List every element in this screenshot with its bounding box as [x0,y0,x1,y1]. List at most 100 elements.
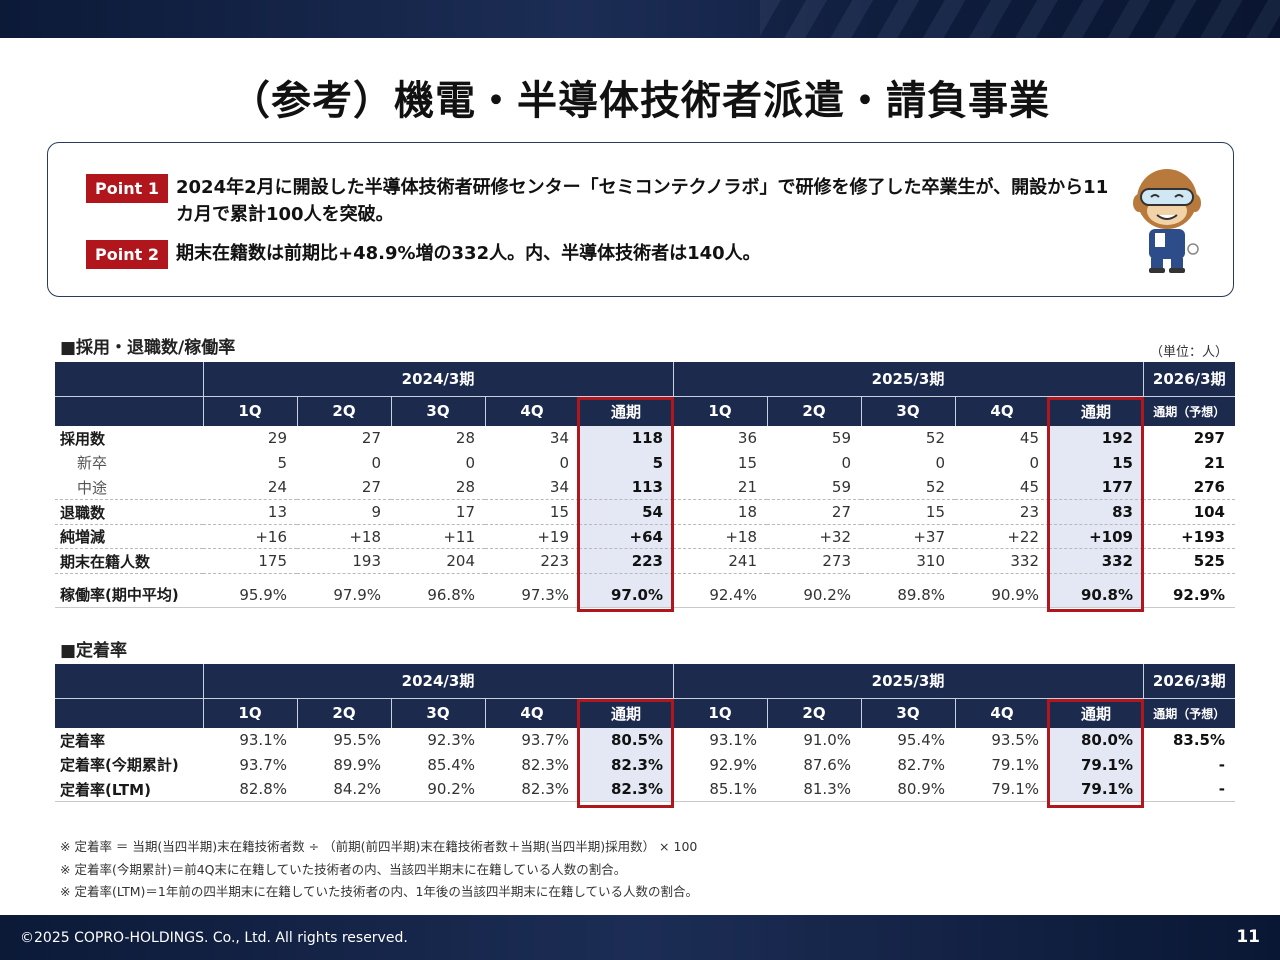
table-cell: 0 [371,453,381,472]
table-cell: 82.8% [203,777,297,803]
points-box: Point 1 2024年2月に開設した半導体技術者研修センター「セミコンテクノ… [47,142,1234,297]
table-cell: 0 [935,453,945,472]
table-cell: +64 [579,524,673,550]
quarter-header: 1Q [202,395,297,426]
table-cell: 27 [297,475,391,501]
table-cell: 80.5% [579,728,673,753]
quarter-header: 2Q [766,395,861,426]
footer-bar: ©2025 COPRO-HOLDINGS. Co., Ltd. All righ… [0,915,1280,960]
table-cell: 0 [559,453,569,472]
table-cell: 82.7% [897,755,945,774]
table-cell: 79.1% [1049,777,1143,803]
row-label: 稼働率(期中平均) [55,582,203,608]
hiring-table: 2024/3期 2025/3期 2026/3期 1Q 2Q 3Q 4Q 通期 1… [55,362,1235,608]
point-2-tag: Point 2 [86,240,168,269]
table-cell: 297 [1193,429,1225,448]
table-cell: 52 [925,429,945,448]
table-cell: 29 [267,429,287,448]
table-cell: 113 [579,475,673,501]
quarter-header: 3Q [390,395,485,426]
table-cell: 24 [203,475,297,501]
point-1: Point 1 2024年2月に開設した半導体技術者研修センター「セミコンテクノ… [86,174,1126,228]
corner-cell [55,362,203,396]
forecast-header: 通期（予想） [1142,395,1235,426]
forecast-header: 通期（予想） [1142,697,1235,728]
table-cell: 192 [1049,426,1143,451]
table-cell: 15 [861,499,955,525]
table-cell: 15 [485,499,579,525]
quarter-header: 2Q [296,697,391,728]
table-cell: 95.9% [203,582,297,608]
table-cell: 54 [579,499,673,525]
table-row: 退職数 13 9 17 15 54 18 27 15 23 83 104 [55,499,1235,525]
table-cell: 0 [1029,453,1039,472]
quarter-header: 3Q [390,697,485,728]
table-cell: 97.9% [297,582,391,608]
quarter-header: 4Q [954,395,1049,426]
table-cell: 59 [767,475,861,501]
page-title: （参考）機電・半導体技術者派遣・請負事業 [230,78,1050,124]
table-cell: 82.3% [579,752,673,778]
table-row: 中途 24 27 28 34 113 21 59 52 45 177 276 [55,475,1235,501]
corner-cell [55,664,203,698]
table-cell: 273 [767,548,861,575]
footnote: ※ 定着率(LTM)＝1年前の四半期末に在籍していた技術者の内、1年後の当該四半… [60,884,699,899]
table-cell: +18 [297,524,391,550]
quarter-header: 2Q [296,395,391,426]
table-cell: 93.7% [239,755,287,774]
table-cell: 104 [1143,499,1235,525]
quarter-header: 通期 [1048,395,1143,426]
table-cell: 21 [673,475,767,501]
table-cell: 23 [955,499,1049,525]
table-row: 純増減 +16 +18 +11 +19 +64 +18 +32 +37 +22 +109 +193 [55,524,1235,550]
top-banner [0,0,1280,38]
table-cell: 28 [455,429,475,448]
table-cell: 27 [361,429,381,448]
table-cell: 204 [391,548,485,575]
footnote: ※ 定着率 ＝ 当期(当四半期)末在籍技術者数 ÷ （前期(前四半期)末在籍技術… [60,839,698,854]
section1-label: ■採用・退職数/稼働率 [60,338,236,358]
table-cell: 82.3% [485,777,579,803]
table-cell: 223 [485,548,579,575]
table-cell: 175 [203,548,297,575]
table-cell: 97.0% [579,582,673,608]
table-cell: 89.8% [861,582,955,608]
table-cell: +11 [391,524,485,550]
quarter-header: 4Q [484,395,579,426]
period-header: 2025/3期 [672,664,1143,698]
quarter-header: 1Q [672,395,767,426]
table-cell: +18 [673,524,767,550]
section2-label: ■定着率 [60,641,128,661]
row-label: 定着率(LTM) [55,777,203,803]
table-cell: 92.3% [427,731,475,750]
table-cell: 83.5% [1172,731,1225,750]
table-cell: 82.3% [579,777,673,803]
table-cell: 93.5% [991,731,1039,750]
fy2025-highlight-frame [1047,397,1144,612]
unit-label: （単位：人） [1149,345,1228,360]
copyright: ©2025 COPRO-HOLDINGS. Co., Ltd. All righ… [20,930,408,946]
page-number: 11 [1236,927,1260,947]
quarter-header: 4Q [484,697,579,728]
quarter-header: 4Q [954,697,1049,728]
table-cell: - [1143,777,1235,803]
row-label: 採用数 [60,429,106,448]
table-cell: 36 [737,429,757,448]
table-cell: +16 [203,524,297,550]
quarter-header: 3Q [860,697,955,728]
table-row: 採用数 29 27 28 34 118 36 59 52 45 192 297 [55,426,1235,451]
table-cell: 85.1% [673,777,767,803]
table-cell: 0 [465,453,475,472]
table-cell: +109 [1049,524,1143,550]
table-cell: +32 [767,524,861,550]
row-label: 中途 [55,475,203,501]
table-cell: 80.9% [861,777,955,803]
quarter-header: 1Q [672,697,767,728]
table-cell: 0 [841,453,851,472]
table-cell: - [1218,755,1225,774]
table-cell: 90.8% [1049,582,1143,608]
row-label: 純増減 [55,524,203,550]
row-label: 新卒 [77,454,108,473]
table-cell: +22 [955,524,1049,550]
quarter-header: 3Q [860,395,955,426]
